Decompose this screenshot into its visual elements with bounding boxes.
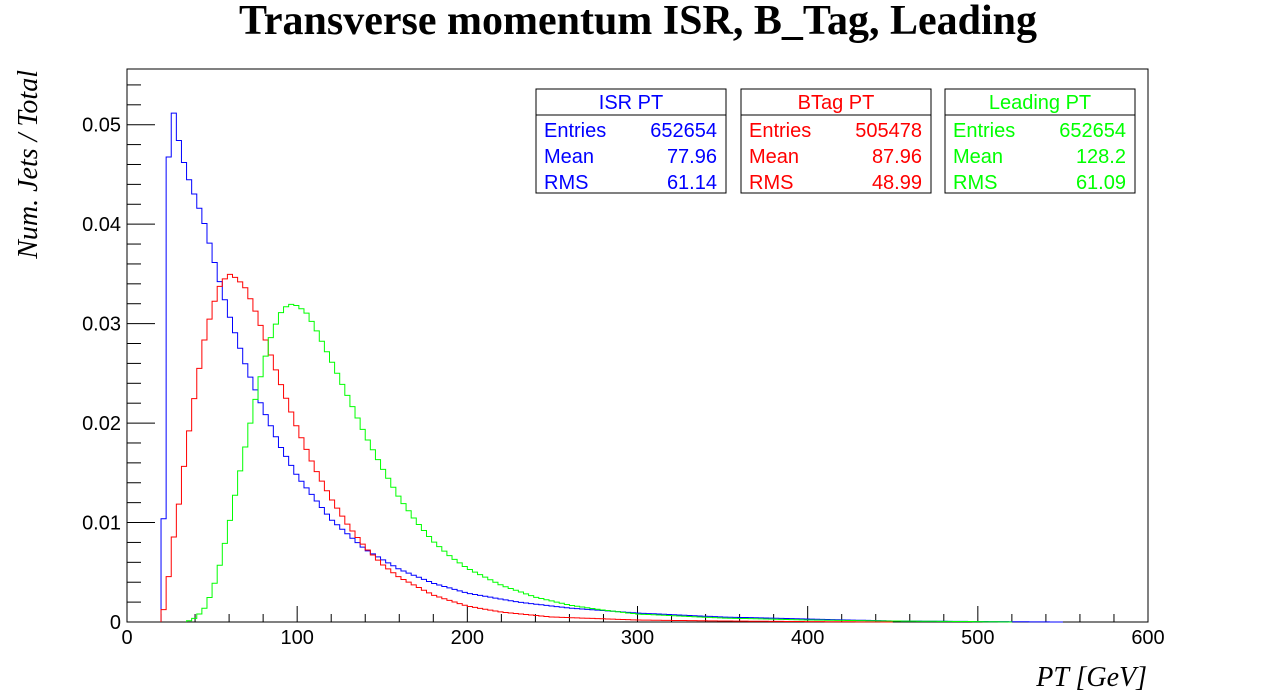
- stats-box-title: ISR PT: [599, 92, 663, 114]
- x-tick-label: 400: [791, 627, 824, 649]
- stats-label: Mean: [749, 146, 799, 168]
- stats-label: RMS: [749, 172, 793, 194]
- x-tick-label: 300: [621, 627, 654, 649]
- stats-box-frame: [535, 88, 727, 194]
- stats-label: RMS: [953, 172, 997, 194]
- series-layer: [160, 112, 1063, 623]
- y-tick-label: 0.01: [82, 513, 121, 535]
- stats-box-1: ISR PT Entries 652654 Mean 77.96 RMS 61.14: [535, 88, 727, 194]
- y-axis: 0 0.01 0.02 0.03 0.04 0.05: [82, 84, 155, 634]
- x-tick-label: 100: [280, 627, 313, 649]
- y-tick-label: 0.04: [82, 214, 121, 236]
- stats-label: Mean: [953, 146, 1003, 168]
- x-tick-label: 600: [1131, 627, 1164, 649]
- x-tick-label: 0: [121, 627, 132, 649]
- x-axis: 0 100 200 300 400 500 600: [121, 606, 1165, 649]
- stats-box-3: Leading PT Entries 652654 Mean 128.2 RMS 61.09: [944, 88, 1136, 194]
- stats-value: 505478: [855, 120, 922, 142]
- stats-value: 128.2: [1076, 146, 1126, 168]
- chart-title: Transverse momentum ISR, B_Tag, Leading: [239, 0, 1037, 44]
- x-tick-label: 500: [961, 627, 994, 649]
- stats-label: Entries: [749, 120, 811, 142]
- stats-box-title: BTag PT: [798, 92, 875, 114]
- stats-box-frame: [740, 88, 932, 194]
- stats-value: 61.14: [667, 172, 717, 194]
- y-tick-label: 0.05: [82, 115, 121, 137]
- stats-box-2: BTag PT Entries 505478 Mean 87.96 RMS 48.99: [740, 88, 932, 194]
- stats-value: 652654: [650, 120, 717, 142]
- stats-box-title: Leading PT: [989, 92, 1091, 114]
- series-line-2: [160, 273, 893, 623]
- y-tick-label: 0: [110, 612, 121, 634]
- x-axis-title: PT [GeV]: [1035, 662, 1147, 692]
- series-line-3: [186, 303, 1013, 623]
- x-tick-label: 200: [451, 627, 484, 649]
- stats-value: 652654: [1059, 120, 1126, 142]
- stats-value: 87.96: [872, 146, 922, 168]
- y-tick-label: 0.02: [82, 413, 121, 435]
- stats-label: RMS: [544, 172, 588, 194]
- y-axis-title: Num. Jets / Total: [13, 70, 44, 260]
- stat-boxes: ISR PT Entries 652654 Mean 77.96 RMS 61.14 BTag…: [535, 88, 1136, 194]
- stats-value: 48.99: [872, 172, 922, 194]
- stats-value: 77.96: [667, 146, 717, 168]
- stats-label: Entries: [953, 120, 1015, 142]
- stats-value: 61.09: [1076, 172, 1126, 194]
- stats-label: Mean: [544, 146, 594, 168]
- y-tick-label: 0.03: [82, 314, 121, 336]
- stats-box-frame: [944, 88, 1136, 194]
- stats-label: Entries: [544, 120, 606, 142]
